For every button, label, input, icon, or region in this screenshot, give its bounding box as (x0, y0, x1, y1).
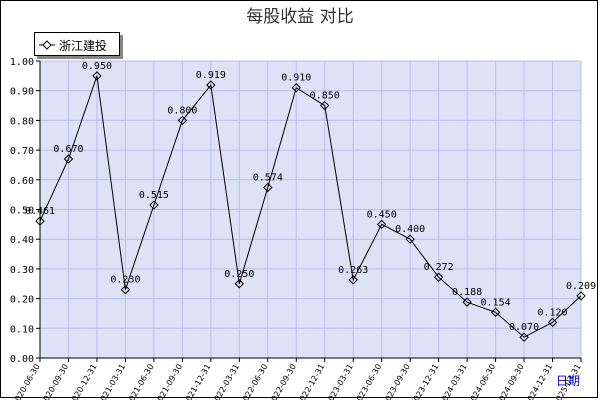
data-label: 0.154 (481, 297, 511, 308)
data-label: 0.461 (25, 206, 55, 217)
data-label: 0.400 (395, 224, 425, 235)
data-point (263, 182, 273, 193)
data-label: 0.670 (53, 144, 83, 155)
y-tick-label: 0.00 (10, 354, 34, 365)
y-tick-label: 0.40 (10, 235, 34, 246)
x-tick-label: 2022-09-30 (267, 363, 298, 400)
x-tick-label: 2023-09-30 (381, 363, 412, 400)
data-label: 0.209 (566, 281, 596, 292)
x-tick-label: 2021-03-31 (96, 363, 127, 400)
data-point (291, 83, 301, 93)
x-tick-label: 2020-06-30 (11, 363, 42, 400)
x-tick-label: 2024-03-31 (438, 362, 469, 400)
data-point (92, 71, 102, 81)
x-axis-label: 日期 (556, 374, 581, 388)
legend: 浙江建投 (34, 32, 120, 56)
y-tick-label: 0.50 (10, 206, 34, 217)
data-label: 0.272 (424, 262, 454, 273)
x-tick-label: 2023-12-31 (409, 363, 440, 400)
data-point (320, 100, 330, 111)
series-line (39, 75, 582, 338)
legend-label: 浙江建投 (59, 39, 108, 53)
data-point (376, 219, 387, 230)
x-tick-label: 2021-09-30 (153, 363, 184, 400)
y-tick-label: 0.90 (10, 87, 34, 98)
data-label: 0.919 (196, 70, 226, 81)
data-label: 0.574 (253, 173, 283, 184)
data-point (519, 332, 529, 342)
x-tick-label: 2023-06-30 (352, 363, 383, 400)
y-tick-label: 0.80 (10, 116, 34, 127)
data-point (177, 115, 188, 126)
data-label: 0.230 (110, 275, 140, 286)
data-point (206, 80, 216, 90)
y-tick-label: 0.70 (10, 146, 34, 157)
data-point (234, 279, 245, 289)
data-point (433, 272, 444, 282)
data-point (63, 154, 74, 164)
y-tick-label: 0.30 (10, 265, 34, 276)
data-point (149, 200, 159, 210)
data-point (348, 275, 358, 285)
data-label: 0.950 (82, 61, 112, 72)
data-label: 0.450 (367, 209, 397, 220)
data-label: 0.850 (310, 91, 340, 102)
x-tick-label: 2021-06-30 (125, 363, 156, 400)
data-point (576, 291, 586, 301)
data-label: 0.515 (139, 190, 169, 201)
x-tick-label: 2022-06-30 (238, 363, 269, 400)
y-tick-label: 0.10 (10, 324, 34, 335)
data-point (490, 307, 501, 317)
x-tick-label: 2020-12-31 (68, 363, 99, 400)
data-label: 0.120 (537, 307, 567, 318)
data-label: 0.070 (509, 322, 539, 333)
data-point (35, 216, 45, 226)
x-tick-label: 2022-12-31 (295, 363, 326, 400)
y-tick-label: 1.00 (10, 57, 34, 68)
data-point (547, 317, 558, 328)
data-point (120, 284, 131, 295)
data-label: 0.910 (281, 73, 311, 84)
data-label: 0.263 (338, 265, 368, 276)
y-tick-label: 0.60 (10, 176, 34, 187)
x-tick-label: 2022-03-31 (210, 363, 241, 400)
x-tick-label: 2021-12-31 (182, 363, 213, 400)
data-label: 0.800 (167, 105, 197, 116)
data-point (462, 297, 472, 307)
x-tick-label: 2024-12-31 (523, 363, 554, 400)
chart-title: 每股收益 对比 (246, 7, 354, 27)
data-point (405, 234, 415, 244)
x-tick-label: 2024-06-30 (466, 363, 497, 400)
data-label: 0.250 (224, 269, 254, 280)
x-tick-label: 2023-03-31 (324, 363, 355, 400)
y-tick-label: 0.20 (10, 295, 34, 306)
data-label: 0.188 (452, 287, 482, 298)
x-tick-label: 2024-09-30 (495, 363, 526, 400)
legend-marker-icon (39, 40, 55, 50)
x-tick-label: 2020-09-30 (39, 363, 70, 400)
